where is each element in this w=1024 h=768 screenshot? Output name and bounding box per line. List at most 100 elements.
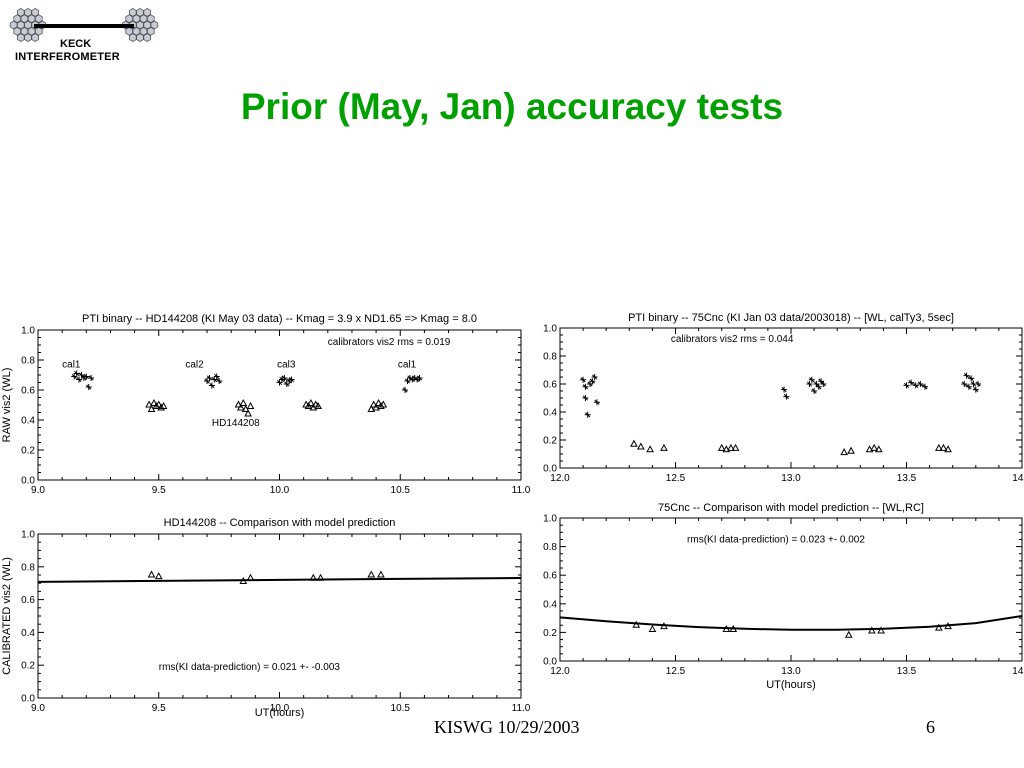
x-tick-label: 12.0 <box>550 473 570 484</box>
logo-hex-cluster-left <box>9 8 47 42</box>
logo-hex-segment <box>136 20 144 30</box>
data-point-plus <box>83 373 90 380</box>
logo-hex-segment <box>20 14 29 24</box>
data-point-triangle <box>840 448 848 456</box>
data-point-triangle <box>865 445 874 453</box>
x-tick-label: 12.5 <box>666 473 686 484</box>
y-tick-label: 0.4 <box>21 628 35 639</box>
data-point-triangle <box>307 398 315 406</box>
data-point-plus <box>921 383 928 390</box>
data-point-triangle <box>727 443 735 451</box>
data-point-triangle <box>844 630 853 638</box>
x-tick-label: 11.0 <box>512 485 531 496</box>
data-point-triangle <box>369 400 378 408</box>
data-point-triangle <box>870 443 879 451</box>
data-point-plus <box>76 376 83 383</box>
logo-hex-segment <box>143 20 151 30</box>
y-tick-label: 0.2 <box>21 446 35 457</box>
logo-hex-segment <box>132 26 141 36</box>
x-tick-label: 11.0 <box>512 703 531 714</box>
data-point-plus <box>815 383 822 390</box>
y-tick-label: 0.8 <box>543 542 557 553</box>
x-tick-label: 14.0 <box>1012 666 1024 677</box>
data-point-triangle <box>377 570 385 578</box>
chart-annotation: rms(KI data-prediction) = 0.021 +- -0.00… <box>159 662 341 673</box>
chart-annotation: calibrators vis2 rms = 0.019 <box>328 337 451 348</box>
data-point-plus <box>908 379 915 386</box>
model-prediction-line <box>559 615 1023 631</box>
y-tick-label: 0.4 <box>543 408 557 419</box>
data-point-triangle <box>152 401 161 409</box>
data-point-triangle <box>246 401 255 409</box>
data-point-triangle <box>637 442 645 450</box>
x-tick-label: 9.0 <box>31 703 45 714</box>
data-point-triangle <box>722 624 731 633</box>
logo-hex-segment <box>17 33 25 42</box>
data-point-triangle <box>154 400 163 408</box>
chart-title: PTI binary -- 75Cnc (KI Jan 03 data/2003… <box>628 312 954 324</box>
data-point-triangle <box>877 626 885 634</box>
y-tick-label: 0.4 <box>21 416 35 427</box>
data-point-triangle <box>934 623 943 631</box>
data-point-triangle <box>157 403 166 411</box>
logo-hex-segment <box>24 20 32 30</box>
logo-hex-segment <box>132 14 141 24</box>
data-point-plus <box>806 381 813 387</box>
y-tick-label: 1.0 <box>21 326 35 337</box>
data-point-triangle <box>244 409 252 417</box>
data-point-triangle <box>246 573 255 581</box>
data-point-plus <box>281 375 288 381</box>
data-point-triangle <box>660 443 668 451</box>
data-point-triangle <box>939 443 948 451</box>
x-tick-label: 9.5 <box>152 485 166 496</box>
logo-text-keck: KECK <box>60 38 92 50</box>
y-tick-label: 0.0 <box>543 464 557 475</box>
model-prediction-line <box>37 577 522 583</box>
plot-frame <box>559 327 1023 469</box>
logo-hex-segment <box>24 33 32 42</box>
data-point-triangle <box>316 573 325 581</box>
data-point-plus <box>965 383 972 390</box>
data-point-triangle <box>159 401 168 409</box>
chart-annotation: calibrators vis2 rms = 0.044 <box>671 334 794 345</box>
logo-hex-segment <box>17 8 25 17</box>
y-axis-label: RAW vis2 (WL) <box>1 368 13 443</box>
data-point-triangle <box>154 572 163 580</box>
page-number: 6 <box>926 717 935 737</box>
y-tick-label: 0.8 <box>21 562 35 573</box>
data-point-triangle <box>847 446 855 454</box>
data-point-plus <box>213 373 220 380</box>
data-point-triangle <box>374 398 383 406</box>
data-point-plus <box>416 375 423 381</box>
data-point-plus <box>85 384 92 390</box>
x-tick-label: 9.0 <box>31 485 45 496</box>
y-tick-label: 0.0 <box>21 694 35 705</box>
plot-frame <box>37 329 522 481</box>
data-point-triangle <box>660 622 668 630</box>
logo-hex-segment <box>139 26 148 36</box>
x-tick-label: 13.0 <box>781 666 801 677</box>
data-point-triangle <box>729 624 738 633</box>
data-point-triangle <box>944 622 952 630</box>
plot-frame <box>37 533 522 699</box>
logo-hex-segment <box>147 26 155 36</box>
x-tick-label: 9.5 <box>152 703 166 714</box>
data-point-triangle <box>648 624 657 633</box>
x-tick-label: 12.5 <box>666 666 686 677</box>
logo-hex-segment <box>125 14 133 24</box>
logo-hex-segment <box>35 14 43 24</box>
logo-hex-segment <box>129 33 137 42</box>
data-point-triangle <box>717 443 726 451</box>
data-point-triangle <box>147 570 156 578</box>
data-point-triangle <box>239 398 248 406</box>
data-point-plus <box>975 381 982 387</box>
y-tick-label: 1.0 <box>21 530 35 541</box>
x-tick-label: 10.0 <box>270 703 290 714</box>
y-tick-label: 0.4 <box>543 599 557 610</box>
data-point-triangle <box>367 404 376 412</box>
y-tick-label: 0.8 <box>543 352 557 363</box>
data-point-plus <box>593 399 600 406</box>
y-tick-label: 0.8 <box>21 356 35 367</box>
x-tick-label: 13.0 <box>781 473 801 484</box>
x-tick-label: 12.0 <box>550 666 570 677</box>
